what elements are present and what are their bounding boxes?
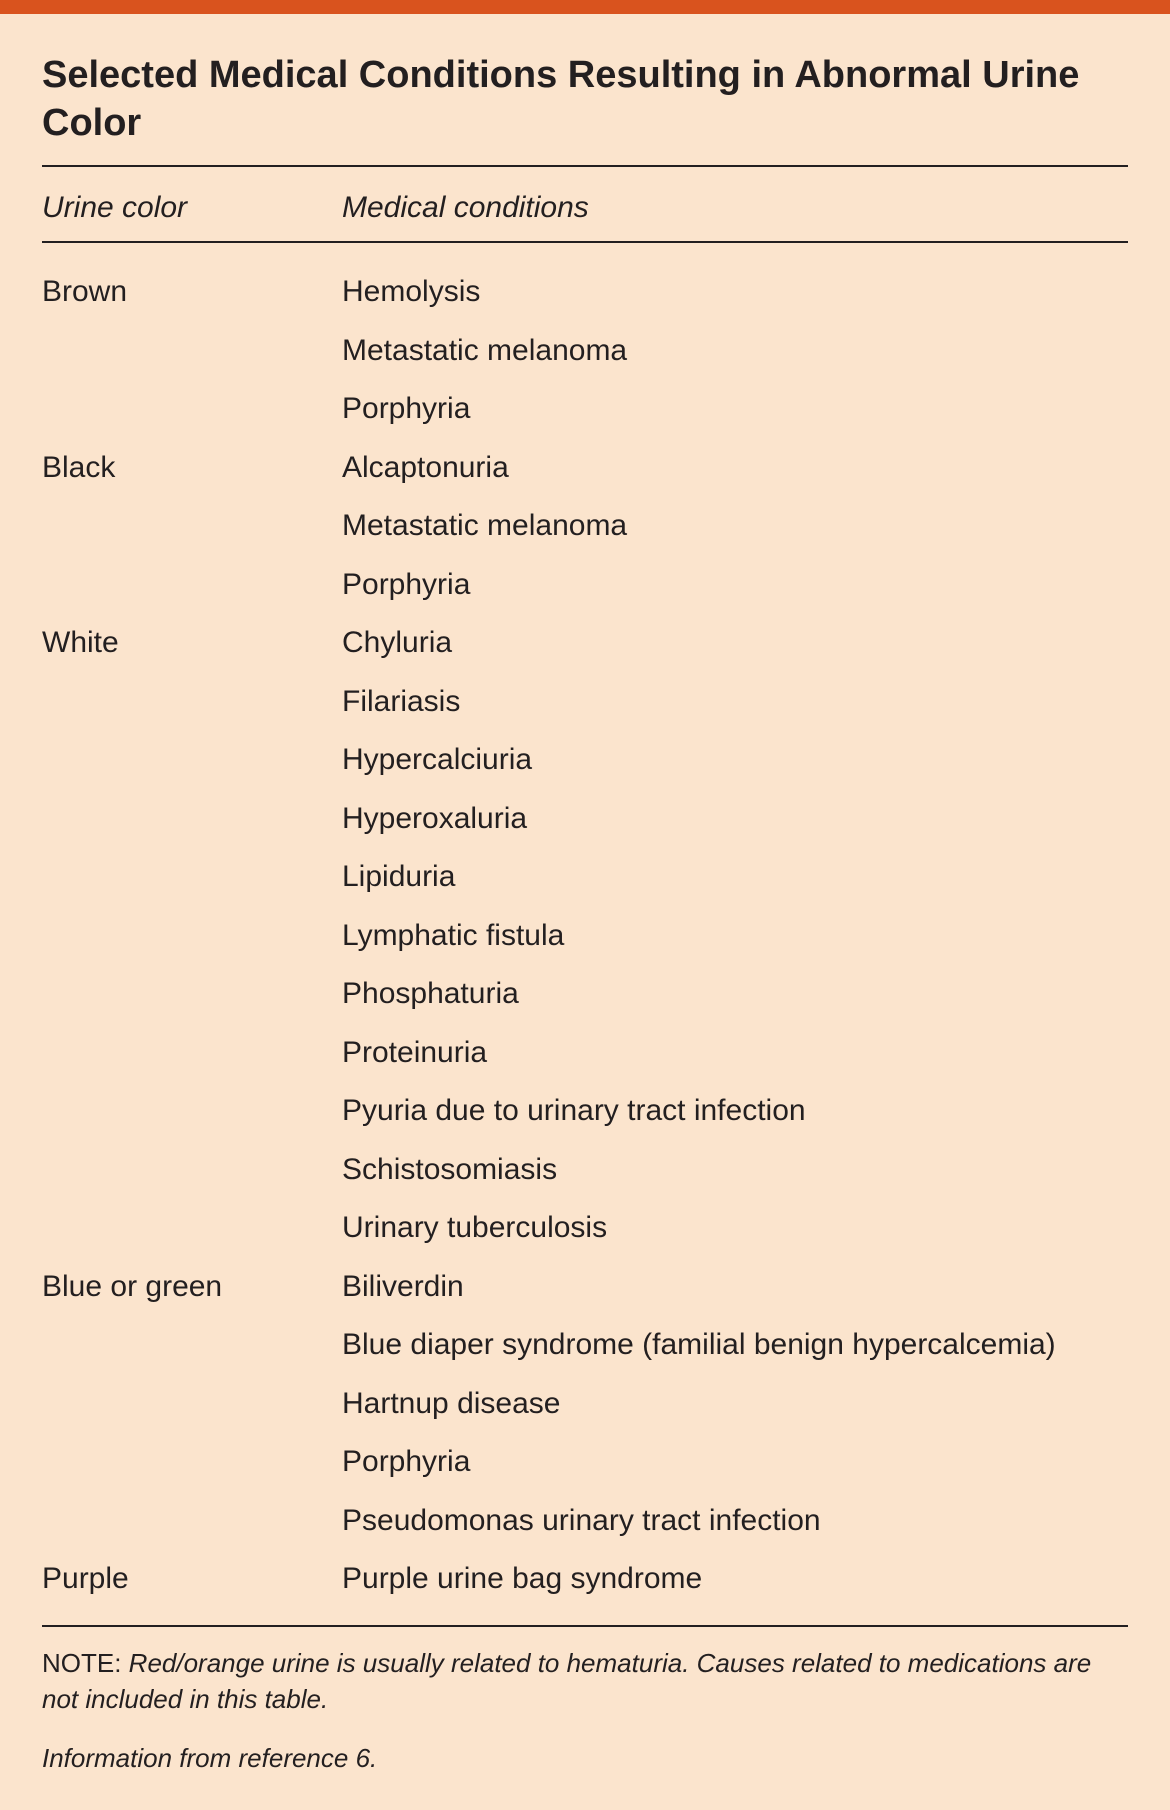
urine-color-cell: Brown <box>42 269 342 316</box>
table-title: Selected Medical Conditions Resulting in… <box>42 44 1128 167</box>
table-row: BrownHemolysis <box>42 263 1128 322</box>
table-source: Information from reference 6. <box>42 1743 1128 1774</box>
condition-cell: Porphyria <box>342 562 1128 609</box>
table-note: NOTE: Red/orange urine is usually relate… <box>42 1645 1128 1718</box>
urine-color-cell: White <box>42 620 342 667</box>
condition-cell: Hemolysis <box>342 269 1128 316</box>
urine-color-cell: Blue or green <box>42 1264 342 1311</box>
condition-cell: Pseudomonas urinary tract infection <box>342 1498 1128 1545</box>
table-header-row: Urine color Medical conditions <box>42 167 1128 243</box>
condition-cell: Phosphaturia <box>342 971 1128 1018</box>
condition-cell: Hartnup disease <box>342 1381 1128 1428</box>
condition-cell: Hyperoxaluria <box>342 796 1128 843</box>
note-text: Red/orange urine is usually related to h… <box>42 1648 1091 1714</box>
condition-cell: Schistosomiasis <box>342 1147 1128 1194</box>
top-accent-bar <box>0 0 1170 14</box>
table-row: Schistosomiasis <box>42 1141 1128 1200</box>
condition-cell: Lymphatic fistula <box>342 913 1128 960</box>
table-row: Pseudomonas urinary tract infection <box>42 1492 1128 1551</box>
urine-color-cell: Black <box>42 445 342 492</box>
table-row: PurplePurple urine bag syndrome <box>42 1550 1128 1609</box>
condition-cell: Blue diaper syndrome (familial benign hy… <box>342 1322 1128 1369</box>
table-row: Hypercalciuria <box>42 731 1128 790</box>
table-row: Blue or greenBiliverdin <box>42 1258 1128 1317</box>
table-row: Lymphatic fistula <box>42 907 1128 966</box>
column-header-urine-color: Urine color <box>42 191 342 225</box>
condition-cell: Purple urine bag syndrome <box>342 1556 1128 1603</box>
condition-cell: Metastatic melanoma <box>342 503 1128 550</box>
condition-cell: Chyluria <box>342 620 1128 667</box>
condition-cell: Biliverdin <box>342 1264 1128 1311</box>
table-row: Hyperoxaluria <box>42 790 1128 849</box>
table-row: Proteinuria <box>42 1024 1128 1083</box>
condition-cell: Proteinuria <box>342 1030 1128 1077</box>
condition-cell: Alcaptonuria <box>342 445 1128 492</box>
condition-cell: Hypercalciuria <box>342 737 1128 784</box>
table-row: Filariasis <box>42 673 1128 732</box>
urine-color-cell: Purple <box>42 1556 342 1603</box>
condition-cell: Urinary tuberculosis <box>342 1205 1128 1252</box>
column-header-medical-conditions: Medical conditions <box>342 191 1128 225</box>
table-row: BlackAlcaptonuria <box>42 439 1128 498</box>
condition-cell: Filariasis <box>342 679 1128 726</box>
table-row: Blue diaper syndrome (familial benign hy… <box>42 1316 1128 1375</box>
table-footer: NOTE: Red/orange urine is usually relate… <box>42 1627 1128 1775</box>
table-row: Lipiduria <box>42 848 1128 907</box>
condition-cell: Porphyria <box>342 1439 1128 1486</box>
note-label: NOTE: <box>42 1648 129 1678</box>
condition-cell: Lipiduria <box>342 854 1128 901</box>
condition-cell: Pyuria due to urinary tract infection <box>342 1088 1128 1135</box>
table-row: Porphyria <box>42 556 1128 615</box>
table-row: Phosphaturia <box>42 965 1128 1024</box>
table-row: Metastatic melanoma <box>42 322 1128 381</box>
table-row: Porphyria <box>42 380 1128 439</box>
table-row: WhiteChyluria <box>42 614 1128 673</box>
table-row: Pyuria due to urinary tract infection <box>42 1082 1128 1141</box>
table-panel: Selected Medical Conditions Resulting in… <box>0 14 1170 1810</box>
table-row: Urinary tuberculosis <box>42 1199 1128 1258</box>
condition-cell: Porphyria <box>342 386 1128 433</box>
table-body: BrownHemolysis Metastatic melanoma Porphyr… <box>42 243 1128 1627</box>
condition-cell: Metastatic melanoma <box>342 328 1128 375</box>
table-row: Porphyria <box>42 1433 1128 1492</box>
table-row: Hartnup disease <box>42 1375 1128 1434</box>
table-row: Metastatic melanoma <box>42 497 1128 556</box>
